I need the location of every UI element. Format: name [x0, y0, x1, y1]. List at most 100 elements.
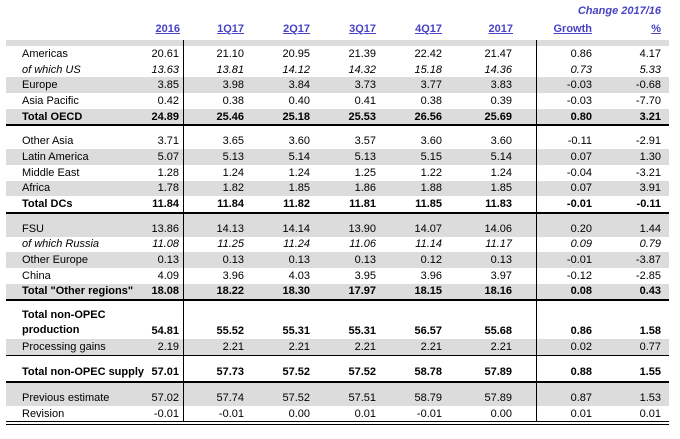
column-header-1q17: 1Q17: [217, 23, 244, 35]
row-label: Revision: [22, 407, 65, 420]
cell-2017: 18.16: [448, 283, 537, 300]
cell-percent: 1.53: [639, 391, 661, 404]
column-header-blank: [6, 21, 120, 37]
cell-percent: 3.91: [639, 182, 661, 195]
cell-2017: 0.00: [448, 405, 537, 422]
cell-2016: 24.89: [120, 108, 184, 125]
cell-4q17: [382, 301, 448, 308]
row-label: China: [22, 269, 51, 282]
row-label: Middle East: [22, 166, 80, 179]
row-label: of which Russia: [22, 238, 100, 251]
cell-4q17: [382, 126, 448, 133]
column-header-percent: %: [651, 23, 661, 35]
change-period-header: Change 2017/16: [6, 3, 669, 21]
cell-4q17: 5.15: [420, 150, 442, 163]
cell-2017: 3.60: [448, 133, 537, 150]
cell-2016: [120, 301, 184, 309]
cell-percent: 1.55: [639, 366, 661, 378]
table-row: Other Asia 3.71 3.65 3.60 3.57 3.60 3.60 -0.11 -…: [6, 133, 669, 150]
cell-2017: 2.21: [448, 339, 537, 355]
table-row: Total DCs 11.84 11.84 11.82 11.81 11.85 11.83 -…: [6, 196, 669, 214]
row-label: Total OECD: [22, 110, 83, 123]
cell-percent: -3.21: [635, 166, 661, 179]
row-label: Total DCs: [22, 198, 73, 211]
cell-1q17: 57.73: [216, 366, 244, 378]
table-row: Middle East 1.28 1.24 1.24 1.25 1.22 1.24 -0.04…: [6, 164, 669, 181]
cell-percent: 1.58: [639, 325, 661, 338]
cell-growth: [537, 356, 600, 363]
cell-4q17: 0.12: [420, 254, 442, 267]
row-label: [6, 214, 120, 221]
cell-2016: 11.84: [120, 196, 184, 212]
cell-growth: 0.80: [570, 110, 592, 123]
cell-4q17: [382, 383, 448, 390]
cell-2017: 21.47: [448, 46, 537, 62]
cell-2q17: 3.84: [288, 79, 310, 92]
cell-percent: -7.70: [635, 94, 661, 107]
cell-3q17: 0.41: [354, 94, 376, 107]
cell-percent: [600, 301, 669, 308]
cell-2017: 57.89: [448, 390, 537, 406]
cell-2q17: 14.14: [282, 222, 310, 235]
cell-growth: [537, 383, 600, 390]
cell-4q17: 22.42: [414, 47, 442, 60]
cell-2016: 0.42: [120, 93, 184, 109]
cell-2016: 11.08: [120, 236, 184, 253]
cell-percent: 0.77: [639, 341, 661, 354]
cell-percent: 1.44: [639, 222, 661, 235]
column-header-2017: 2017: [488, 23, 513, 35]
cell-3q17: [316, 126, 382, 133]
cell-percent: -2.85: [635, 269, 661, 282]
cell-2016: 57.02: [120, 390, 184, 406]
row-label: Europe: [22, 79, 58, 92]
cell-2017: 25.69: [448, 108, 537, 125]
cell-1q17: 57.74: [216, 391, 244, 404]
cell-2q17: [250, 214, 316, 221]
row-label: Asia Pacific: [22, 94, 79, 107]
cell-growth: 0.87: [570, 391, 592, 404]
column-header-4q17: 4Q17: [415, 23, 442, 35]
cell-growth: -0.12: [566, 269, 592, 282]
cell-growth: -0.01: [566, 254, 592, 267]
row-label: Other Asia: [22, 135, 74, 148]
cell-2q17: 18.30: [282, 285, 310, 298]
cell-2q17: 0.00: [288, 407, 310, 420]
cell-4q17: 11.85: [415, 198, 442, 211]
cell-4q17: 18.15: [414, 285, 442, 298]
cell-2016: 3.71: [120, 133, 184, 150]
cell-3q17: [316, 356, 382, 363]
cell-2q17: [250, 126, 316, 133]
cell-2016: 0.13: [120, 252, 184, 268]
cell-2017: 11.17: [448, 236, 537, 253]
row-label: Other Europe: [22, 254, 89, 267]
cell-2q17: [250, 383, 316, 390]
cell-2017: 3.83: [448, 77, 537, 94]
cell-2016: 57.01: [120, 363, 184, 381]
column-header-2q17: 2Q17: [283, 23, 310, 35]
column-header-3q17: 3Q17: [349, 23, 376, 35]
cell-1q17: 1.82: [222, 182, 244, 195]
cell-3q17: 1.25: [354, 166, 376, 179]
cell-3q17: 5.13: [354, 150, 376, 163]
cell-2017: 57.89: [448, 363, 537, 381]
row-label: Previous estimate: [22, 391, 110, 404]
cell-2q17: 57.52: [282, 366, 310, 378]
cell-growth: 0.08: [570, 285, 592, 298]
cell-3q17: 0.01: [354, 407, 376, 420]
cell-percent: 5.33: [639, 63, 661, 76]
table-row: Total OECD 24.89 25.46 25.18 25.53 26.56 25.69…: [6, 108, 669, 127]
cell-2q17: 3.60: [288, 135, 310, 148]
cell-4q17: 1.22: [420, 166, 442, 179]
cell-2016: 54.81: [120, 308, 184, 340]
cell-percent: 0.01: [639, 407, 661, 420]
spacer-row: [6, 301, 669, 309]
cell-1q17: 11.84: [217, 198, 244, 211]
cell-1q17: 2.21: [222, 341, 244, 354]
cell-2q17: 55.31: [282, 325, 310, 338]
cell-2017: [448, 301, 537, 309]
cell-4q17: 3.77: [420, 79, 442, 92]
cell-growth: -0.03: [566, 94, 592, 107]
cell-3q17: 11.81: [349, 198, 376, 211]
cell-1q17: [184, 356, 250, 363]
cell-4q17: 58.78: [414, 366, 442, 378]
